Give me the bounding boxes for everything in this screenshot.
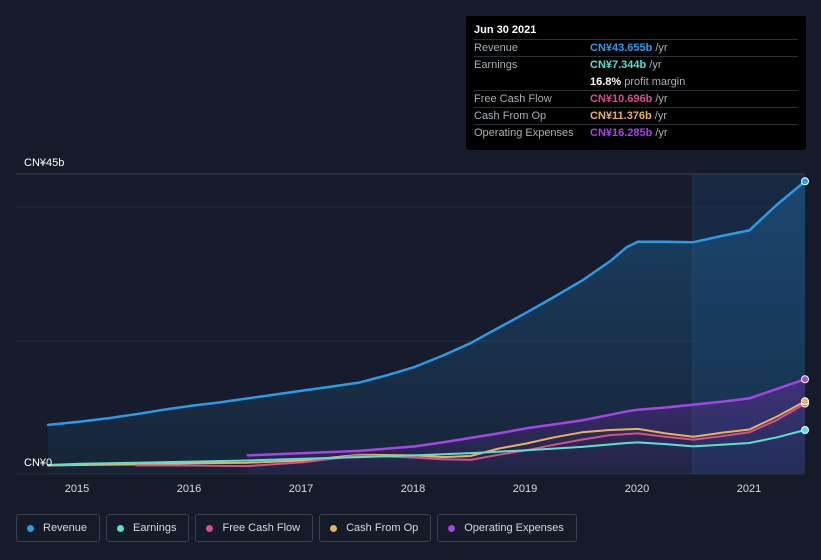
tooltip-unit: /yr (655, 42, 668, 54)
legend-label: Earnings (133, 522, 177, 534)
tooltip-row-margin: 16.8% profit margin (474, 74, 798, 91)
tooltip-value: CN¥16.285b (590, 127, 653, 139)
legend-item-revenue[interactable]: Revenue (16, 514, 101, 542)
x-tick-label: 2018 (401, 483, 425, 495)
legend-item-free-cash-flow[interactable]: Free Cash Flow (195, 514, 314, 542)
tooltip-row-revenue: Revenue CN¥43.655b /yr (474, 40, 798, 57)
tooltip-row-cash-from-op: Cash From Op CN¥11.376b /yr (474, 108, 798, 125)
legend-label: Operating Expenses (464, 522, 564, 534)
x-tick-label: 2019 (513, 483, 537, 495)
tooltip-label: Cash From Op (474, 110, 547, 122)
series-line-cash-from-op (47, 400, 806, 467)
tooltip-unit: /yr (654, 110, 667, 122)
tooltip-unit: /yr (655, 127, 668, 139)
tooltip-margin-label: profit margin (624, 76, 686, 88)
legend-label: Revenue (43, 522, 88, 534)
legend-dot-icon (117, 524, 125, 532)
tooltip-row-operating-expenses: Operating Expenses CN¥16.285b /yr (474, 125, 798, 142)
legend-dot-icon (27, 524, 34, 532)
series-line-free-cash-flow (135, 402, 806, 468)
series-end-marker (801, 397, 809, 406)
legend-item-cash-from-op[interactable]: Cash From Op (319, 514, 432, 542)
tooltip-unit: /yr (655, 93, 668, 105)
tooltip-margin-value: 16.8% (590, 76, 622, 88)
legend-item-operating-expenses[interactable]: Operating Expenses (437, 514, 577, 542)
y-tick-label: CN¥0 (24, 457, 52, 469)
tooltip-row-free-cash-flow: Free Cash Flow CN¥10.696b /yr (474, 91, 798, 108)
series-line-operating-expenses (246, 378, 807, 457)
series-line-earnings (47, 429, 806, 466)
x-tick-label: 2015 (65, 483, 89, 495)
legend-item-earnings[interactable]: Earnings (106, 514, 190, 542)
data-tooltip: Jun 30 2021 Revenue CN¥43.655b /yr Earni… (466, 16, 806, 150)
tooltip-date: Jun 30 2021 (474, 22, 798, 40)
x-tick-label: 2017 (289, 483, 313, 495)
tooltip-row-earnings: Earnings CN¥7.344b /yr (474, 57, 798, 74)
tooltip-value: CN¥43.655b (590, 42, 653, 54)
series-end-marker (801, 426, 809, 434)
tooltip-label: Free Cash Flow (474, 93, 552, 105)
legend-label: Cash From Op (346, 522, 419, 534)
legend-dot-icon (448, 524, 456, 532)
tooltip-value: CN¥10.696b (590, 93, 653, 105)
tooltip-value: CN¥11.376b (590, 110, 652, 122)
tooltip-label: Earnings (474, 59, 518, 71)
tooltip-label: Revenue (474, 42, 519, 54)
series-end-marker (801, 375, 809, 384)
x-tick-label: 2016 (177, 483, 201, 495)
series-area-operating-expenses (247, 379, 806, 474)
x-tick-label: 2021 (737, 483, 761, 495)
legend-dot-icon (206, 524, 214, 532)
series-line-revenue (46, 180, 807, 427)
x-tick-label: 2020 (625, 483, 649, 495)
tooltip-value: CN¥7.344b (590, 59, 647, 71)
series-end-marker (801, 177, 809, 186)
chart-legend: Revenue Earnings Free Cash Flow Cash Fro… (16, 514, 577, 542)
legend-dot-icon (330, 524, 338, 532)
legend-label: Free Cash Flow (222, 522, 301, 534)
tooltip-label: Operating Expenses (474, 127, 574, 139)
y-tick-label: CN¥45b (24, 157, 64, 169)
tooltip-unit: /yr (649, 59, 662, 71)
